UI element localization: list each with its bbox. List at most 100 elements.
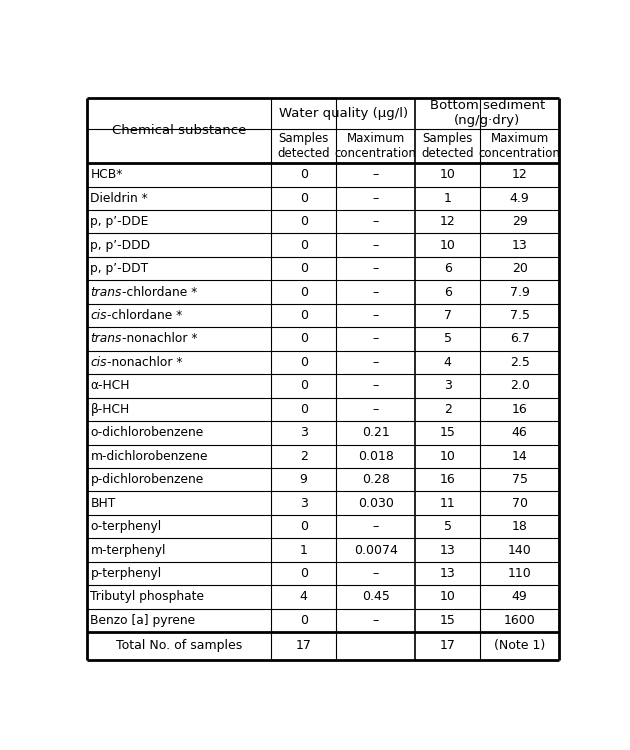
Text: 75: 75 (512, 473, 528, 486)
Text: Samples
detected: Samples detected (277, 132, 330, 160)
Text: 49: 49 (512, 590, 527, 604)
Text: Dieldrin *: Dieldrin * (90, 192, 148, 205)
Text: 6: 6 (444, 286, 452, 298)
Text: 18: 18 (512, 520, 527, 533)
Text: o-terphenyl: o-terphenyl (90, 520, 161, 533)
Text: Chemical substance: Chemical substance (112, 124, 246, 137)
Text: Maximum
concentration: Maximum concentration (335, 132, 416, 160)
Text: p, p’-DDD: p, p’-DDD (90, 238, 151, 252)
Text: 0: 0 (300, 168, 307, 182)
Text: 9: 9 (300, 473, 307, 486)
Text: m-terphenyl: m-terphenyl (90, 544, 166, 556)
Text: –: – (372, 309, 379, 322)
Text: 6: 6 (444, 262, 452, 275)
Text: -nonachlor *: -nonachlor * (107, 356, 182, 369)
Text: 0.030: 0.030 (358, 496, 394, 509)
Text: –: – (372, 215, 379, 228)
Text: 6.7: 6.7 (510, 332, 530, 346)
Text: 3: 3 (300, 496, 307, 509)
Text: 0.0074: 0.0074 (353, 544, 398, 556)
Text: 0: 0 (300, 262, 307, 275)
Text: -chlordane *: -chlordane * (107, 309, 182, 322)
Text: o-dichlorobenzene: o-dichlorobenzene (90, 426, 203, 439)
Text: 0: 0 (300, 332, 307, 346)
Text: 7.9: 7.9 (510, 286, 530, 298)
Text: 17: 17 (295, 640, 312, 652)
Text: 11: 11 (440, 496, 455, 509)
Text: 14: 14 (512, 450, 527, 463)
Text: 2.5: 2.5 (510, 356, 530, 369)
Text: 29: 29 (512, 215, 527, 228)
Text: 0: 0 (300, 567, 307, 580)
Text: (Note 1): (Note 1) (494, 640, 546, 652)
Text: –: – (372, 403, 379, 416)
Text: 4: 4 (300, 590, 307, 604)
Text: 20: 20 (512, 262, 527, 275)
Text: Bottom sediment
(ng/g·dry): Bottom sediment (ng/g·dry) (430, 99, 545, 127)
Text: 0.28: 0.28 (362, 473, 389, 486)
Text: p, p’-DDE: p, p’-DDE (90, 215, 149, 228)
Text: 0: 0 (300, 614, 307, 627)
Text: cis: cis (90, 309, 107, 322)
Text: 0: 0 (300, 286, 307, 298)
Text: 0: 0 (300, 309, 307, 322)
Text: Samples
detected: Samples detected (421, 132, 474, 160)
Text: –: – (372, 567, 379, 580)
Text: 1600: 1600 (504, 614, 536, 627)
Text: 10: 10 (440, 238, 455, 252)
Text: 15: 15 (440, 614, 455, 627)
Text: 2: 2 (444, 403, 452, 416)
Text: 110: 110 (508, 567, 532, 580)
Text: -nonachlor *: -nonachlor * (122, 332, 197, 346)
Text: m-dichlorobenzene: m-dichlorobenzene (90, 450, 208, 463)
Text: 4.9: 4.9 (510, 192, 530, 205)
Text: 5: 5 (444, 520, 452, 533)
Text: 0: 0 (300, 356, 307, 369)
Text: 12: 12 (512, 168, 527, 182)
Text: Total No. of samples: Total No. of samples (116, 640, 242, 652)
Text: 0: 0 (300, 238, 307, 252)
Text: 140: 140 (508, 544, 532, 556)
Text: 7: 7 (444, 309, 452, 322)
Text: 13: 13 (440, 544, 455, 556)
Text: Water quality (μg/l): Water quality (μg/l) (278, 106, 408, 119)
Text: BHT: BHT (90, 496, 116, 509)
Text: Tributyl phosphate: Tributyl phosphate (90, 590, 204, 604)
Text: 5: 5 (444, 332, 452, 346)
Text: HCB*: HCB* (90, 168, 123, 182)
Text: -chlordane *: -chlordane * (122, 286, 197, 298)
Text: 0: 0 (300, 380, 307, 392)
Text: 0.018: 0.018 (358, 450, 394, 463)
Text: –: – (372, 380, 379, 392)
Text: –: – (372, 192, 379, 205)
Text: 10: 10 (440, 450, 455, 463)
Text: 16: 16 (440, 473, 455, 486)
Text: 7.5: 7.5 (510, 309, 530, 322)
Text: cis: cis (90, 356, 107, 369)
Text: 13: 13 (512, 238, 527, 252)
Text: 3: 3 (300, 426, 307, 439)
Text: 0: 0 (300, 215, 307, 228)
Text: trans: trans (90, 332, 122, 346)
Text: –: – (372, 332, 379, 346)
Text: 10: 10 (440, 590, 455, 604)
Text: –: – (372, 286, 379, 298)
Text: 17: 17 (440, 640, 455, 652)
Text: β-HCH: β-HCH (90, 403, 130, 416)
Text: 0.21: 0.21 (362, 426, 389, 439)
Text: –: – (372, 262, 379, 275)
Text: 0: 0 (300, 403, 307, 416)
Text: 4: 4 (444, 356, 452, 369)
Text: 70: 70 (512, 496, 528, 509)
Text: 0: 0 (300, 520, 307, 533)
Text: p-terphenyl: p-terphenyl (90, 567, 161, 580)
Text: 3: 3 (444, 380, 452, 392)
Text: Maximum
concentration: Maximum concentration (479, 132, 561, 160)
Text: –: – (372, 168, 379, 182)
Text: –: – (372, 520, 379, 533)
Text: 10: 10 (440, 168, 455, 182)
Text: 13: 13 (440, 567, 455, 580)
Text: 1: 1 (444, 192, 452, 205)
Text: 0: 0 (300, 192, 307, 205)
Text: 2.0: 2.0 (510, 380, 530, 392)
